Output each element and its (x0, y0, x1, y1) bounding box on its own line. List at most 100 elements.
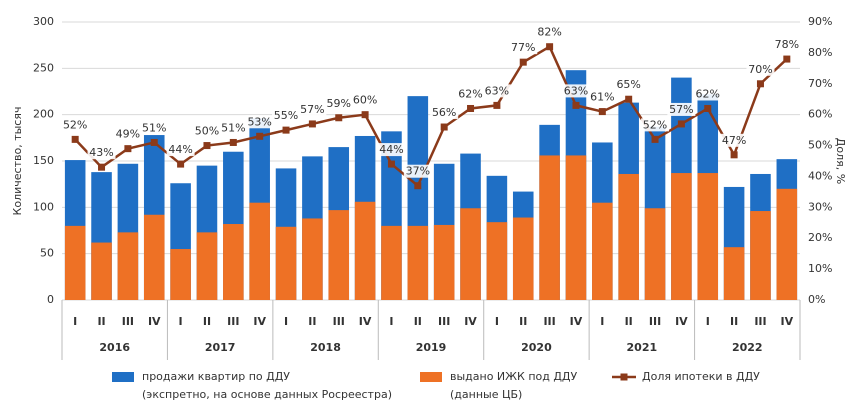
bar (381, 225, 402, 300)
year-label: 2022 (732, 341, 763, 354)
marker (677, 120, 685, 128)
marker (440, 123, 448, 131)
label-bg (509, 41, 538, 55)
data-label: 59% (327, 97, 351, 110)
bar (354, 201, 376, 300)
x-tick-label: II (97, 315, 105, 328)
y-tick-label: 150 (33, 154, 54, 167)
y-tick-label: 50 (40, 247, 54, 260)
x-tick-label: III (122, 315, 134, 328)
data-label: 49% (116, 128, 140, 141)
marker (308, 120, 316, 128)
marker (229, 138, 237, 146)
y-tick-label: 0 (47, 293, 54, 306)
x-tick-label: II (519, 315, 527, 328)
x-tick-label: I (73, 315, 77, 328)
label-bg (588, 90, 617, 104)
y2-tick-label: 0% (808, 293, 825, 306)
label-bg (298, 102, 327, 116)
bar (776, 188, 798, 300)
x-tick-label: IV (464, 315, 477, 328)
bar (592, 202, 613, 300)
x-tick-label: II (414, 315, 422, 328)
label-bg (245, 115, 274, 129)
label-bg (693, 87, 722, 101)
data-label: 53% (247, 115, 271, 128)
bar (407, 225, 429, 300)
y2-axis-label: Доля, % (834, 138, 847, 184)
x-tick-label: III (754, 315, 766, 328)
marker (467, 104, 475, 112)
label-bg (561, 84, 590, 98)
year-label: 2018 (310, 341, 341, 354)
data-label: 52% (643, 118, 667, 131)
data-label: 63% (485, 84, 509, 97)
data-label: 60% (353, 94, 377, 107)
marker (414, 182, 422, 190)
bar (143, 214, 165, 300)
x-tick-label: I (495, 315, 499, 328)
data-label: 77% (511, 41, 535, 54)
bar (723, 247, 745, 300)
marker (546, 43, 554, 51)
data-label: 47% (722, 134, 746, 147)
y2-tick-label: 80% (808, 46, 832, 59)
bar (91, 242, 112, 300)
bar (671, 173, 692, 300)
label-bg (61, 118, 90, 132)
x-tick-label: I (706, 315, 710, 328)
label-bg (140, 121, 169, 135)
label-bg (192, 124, 221, 138)
data-label: 78% (775, 38, 799, 51)
marker (756, 80, 764, 88)
data-label: 57% (300, 103, 324, 116)
marker (361, 111, 369, 119)
bar (117, 232, 139, 300)
x-tick-label: I (389, 315, 393, 328)
data-label: 62% (696, 87, 720, 100)
marker (704, 104, 712, 112)
marker (651, 135, 659, 143)
label-bg (87, 146, 116, 160)
year-label: 2016 (99, 341, 130, 354)
data-label: 44% (168, 143, 192, 156)
data-label: 55% (274, 109, 298, 122)
label-bg (403, 164, 432, 178)
x-tick-label: II (730, 315, 738, 328)
x-tick-label: IV (570, 315, 583, 328)
x-tick-label: III (438, 315, 450, 328)
x-tick-label: III (333, 315, 345, 328)
legend-label: Доля ипотеки в ДДУ (642, 370, 760, 383)
x-tick-label: IV (148, 315, 161, 328)
y-tick-label: 200 (33, 108, 54, 121)
x-tick-label: III (227, 315, 239, 328)
marker (124, 145, 132, 153)
bar (170, 249, 191, 300)
label-bg (614, 78, 643, 92)
marker (71, 135, 79, 143)
data-label: 44% (379, 143, 403, 156)
marker (572, 101, 580, 109)
y2-tick-label: 70% (808, 77, 832, 90)
bar (486, 222, 508, 300)
marker (335, 114, 343, 122)
legend-note: (экспретно, на основе данных Росреестра) (142, 388, 392, 401)
legend-note: (данные ЦБ) (450, 388, 522, 401)
label-bg (535, 25, 564, 39)
legend-label: продажи квартир по ДДУ (142, 370, 290, 383)
data-label: 62% (458, 87, 482, 100)
marker (282, 126, 290, 134)
label-bg (377, 143, 406, 157)
data-label: 51% (221, 121, 245, 134)
x-tick-label: III (543, 315, 555, 328)
label-bg (272, 109, 301, 123)
legend-swatch (112, 372, 134, 382)
data-label: 65% (616, 78, 640, 91)
y2-tick-label: 90% (808, 15, 832, 28)
bar (565, 155, 587, 300)
bar (64, 225, 86, 300)
legend-label: выдано ИЖК под ДДУ (450, 370, 578, 383)
marker (730, 151, 738, 159)
marker (98, 163, 106, 171)
